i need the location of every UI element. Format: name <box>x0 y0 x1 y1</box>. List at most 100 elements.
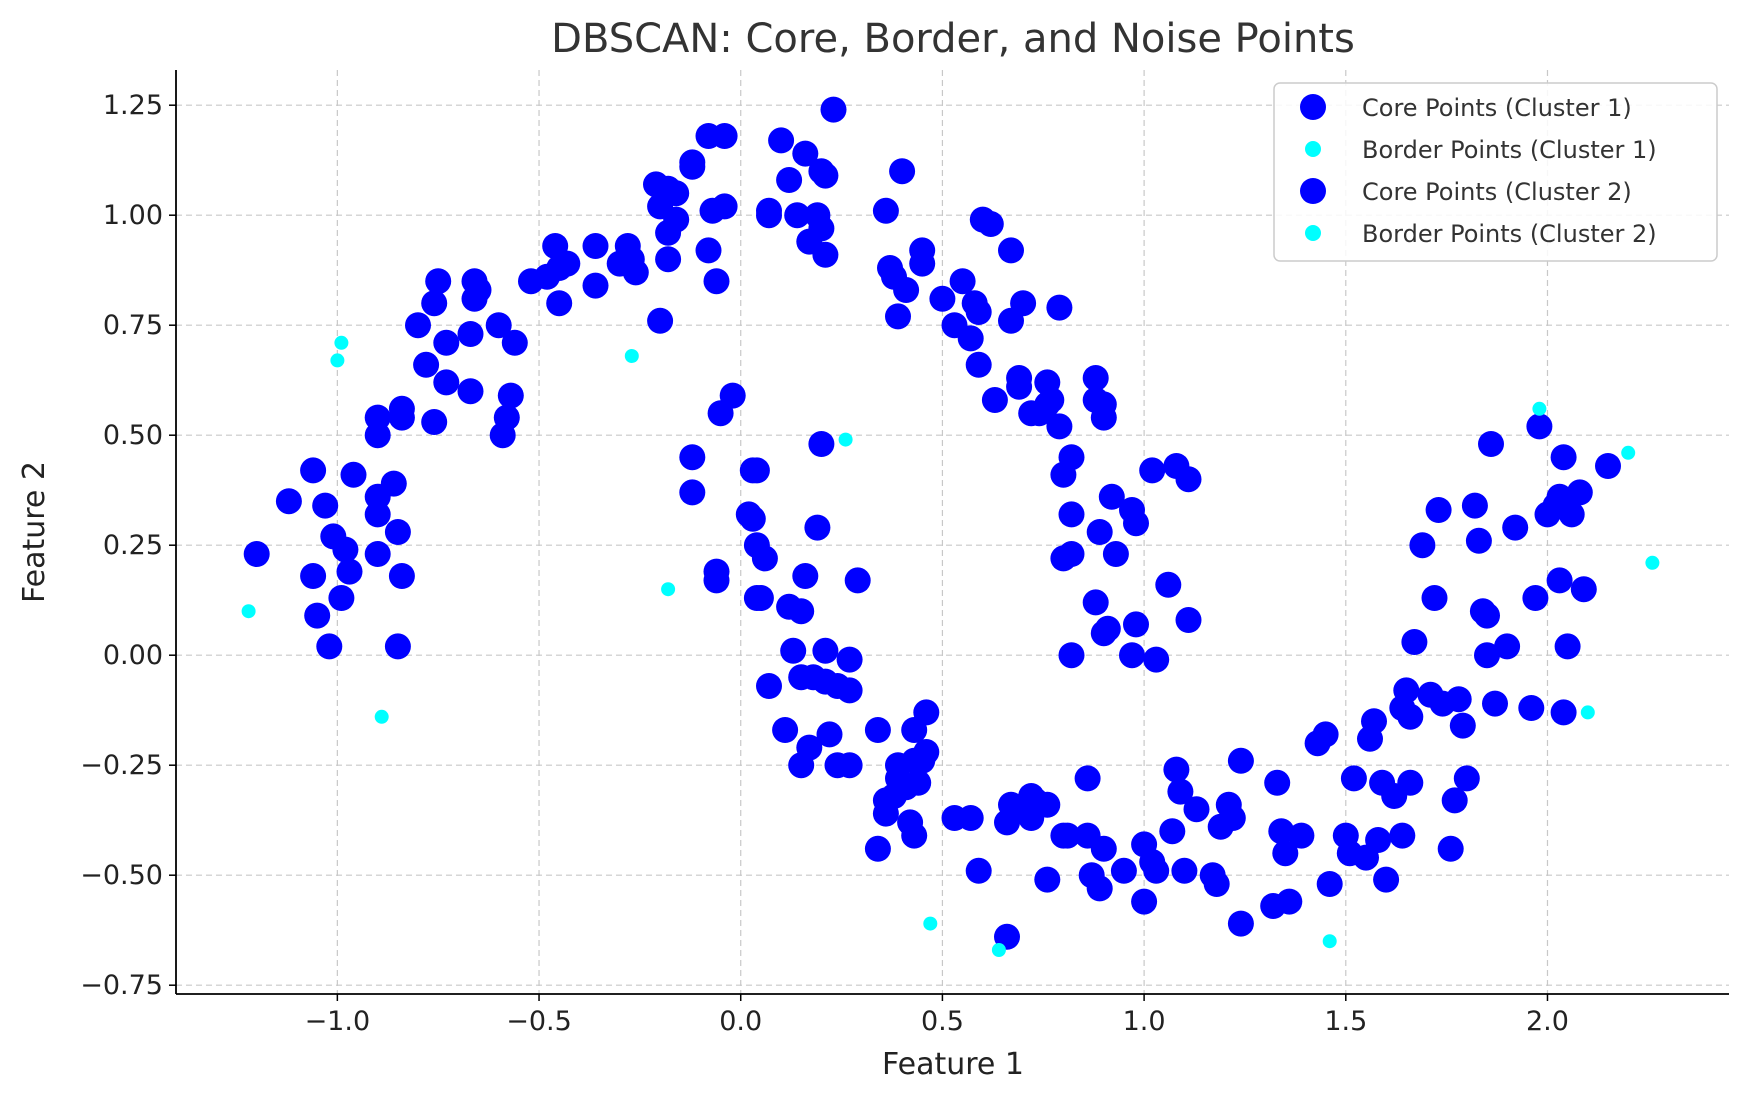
core-point <box>1272 840 1299 867</box>
x-tick-label: −1.0 <box>305 1006 371 1037</box>
core-point <box>465 277 492 303</box>
core-point <box>413 351 440 378</box>
core-point <box>1288 822 1315 849</box>
axes <box>175 70 1729 995</box>
core-point <box>1034 791 1061 818</box>
core-point <box>1441 787 1468 814</box>
core-point <box>747 585 774 611</box>
y-axis-label: Feature 2 <box>17 461 52 603</box>
core-point <box>711 123 738 149</box>
border-point <box>1621 445 1636 460</box>
core-point <box>1550 444 1577 471</box>
core-point <box>1058 501 1085 528</box>
core-point <box>364 541 391 567</box>
core-point <box>957 325 984 352</box>
core-point <box>1554 633 1581 660</box>
core-point <box>340 461 367 488</box>
y-tick-label: 1.25 <box>103 90 163 121</box>
core-point <box>1131 888 1158 915</box>
core-point <box>1086 519 1113 545</box>
core-point <box>554 250 581 277</box>
core-point <box>792 140 819 167</box>
core-point <box>1090 835 1117 862</box>
core-point <box>893 277 920 303</box>
x-tick-label: 0.0 <box>719 1006 762 1037</box>
core-point <box>1397 769 1424 796</box>
core-point <box>977 211 1004 237</box>
core-point <box>1074 765 1101 792</box>
core-point <box>1393 677 1420 704</box>
core-point <box>1453 765 1480 792</box>
y-tick-label: 0.50 <box>103 420 163 451</box>
legend-marker-core-cluster-1 <box>1300 94 1326 120</box>
legend-label-border-cluster-1: Border Points (Cluster 1) <box>1362 136 1657 164</box>
core-point <box>820 96 847 123</box>
core-point <box>1034 866 1061 893</box>
legend-box <box>1273 82 1718 262</box>
core-point <box>1098 483 1125 510</box>
core-point <box>1046 294 1073 321</box>
core-point <box>364 404 391 431</box>
core-point <box>808 431 835 457</box>
core-point <box>1102 541 1129 567</box>
core-point <box>703 268 730 295</box>
core-point <box>1219 805 1246 831</box>
core-point <box>1445 686 1472 713</box>
core-point <box>1401 629 1428 655</box>
core-point <box>1119 642 1145 669</box>
core-point <box>1139 457 1166 484</box>
core-point <box>1054 822 1081 849</box>
y-tick-label: −0.50 <box>80 860 163 891</box>
x-tick-label: −0.5 <box>506 1006 572 1037</box>
chart-title: DBSCAN: Core, Border, and Noise Points <box>551 16 1355 62</box>
y-tick-label: 0.75 <box>103 310 163 341</box>
core-point <box>663 180 690 207</box>
core-point <box>300 457 327 484</box>
core-point <box>1010 290 1037 317</box>
core-point <box>901 822 928 849</box>
core-point <box>1595 453 1621 479</box>
legend-label-core-cluster-2: Core Points (Cluster 2) <box>1362 178 1632 206</box>
core-point <box>965 299 992 325</box>
core-point <box>957 805 984 831</box>
y-ticks: −0.75 −0.50 −0.25 0.00 0.25 0.50 0.75 1.00 1.25 <box>80 90 176 1001</box>
core-point <box>1086 875 1113 902</box>
core-point <box>965 857 992 884</box>
core-point <box>300 563 327 589</box>
core-point <box>905 769 932 796</box>
core-point <box>1546 567 1573 594</box>
core-point <box>889 158 916 185</box>
core-point <box>901 717 928 743</box>
x-tick-label: 1.5 <box>1324 1006 1367 1037</box>
core-point <box>336 558 363 585</box>
core-point <box>332 536 359 563</box>
border-point <box>1645 555 1660 570</box>
core-point <box>1397 703 1424 730</box>
core-point <box>275 488 302 515</box>
core-point <box>655 246 682 273</box>
core-point <box>1461 492 1488 519</box>
core-point <box>1163 756 1190 783</box>
core-point <box>421 409 448 435</box>
border-point <box>241 604 256 619</box>
legend: Core Points (Cluster 1) Border Points (C… <box>1273 82 1718 262</box>
core-point <box>497 382 524 409</box>
core-point <box>1094 615 1121 642</box>
core-point <box>433 369 460 396</box>
border-point <box>1532 401 1547 416</box>
core-point <box>1058 444 1085 471</box>
core-point <box>1175 466 1202 493</box>
core-point <box>965 351 992 378</box>
core-point <box>1550 699 1577 726</box>
core-point <box>485 312 512 339</box>
core-point <box>1175 607 1202 633</box>
core-point <box>493 404 520 431</box>
core-point <box>1482 690 1508 717</box>
core-point <box>844 567 871 594</box>
core-point <box>872 197 899 224</box>
core-point <box>1006 373 1033 400</box>
core-point <box>1421 585 1448 611</box>
core-point <box>1123 510 1149 537</box>
core-point <box>1478 431 1504 457</box>
